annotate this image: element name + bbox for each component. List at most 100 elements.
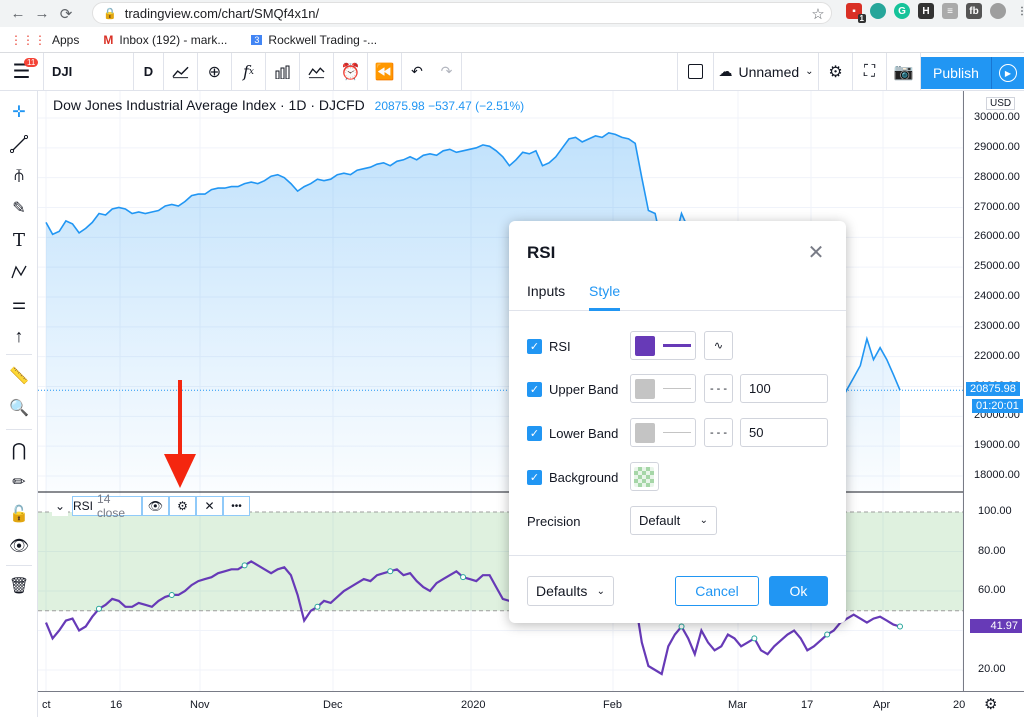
more-dots-icon[interactable]: ••• [223, 496, 250, 516]
close-icon[interactable]: ✕ [196, 496, 223, 516]
tab-style[interactable]: Style [589, 283, 621, 299]
bookmark-star-icon[interactable]: ☆ [811, 6, 825, 23]
lock-icon[interactable]: 🔓 [9, 506, 29, 523]
browser-toolbar: ← → ⟳ 🔒 tradingview.com/chart/SMQf4x1n/ … [0, 0, 1024, 27]
rsi-legend-title[interactable]: RSI 14 close [72, 492, 142, 520]
dashed-line-style-icon[interactable]: - - - [704, 418, 733, 447]
arrow-up-icon[interactable]: ↑ [14, 325, 24, 346]
tab-inputs[interactable]: Inputs [527, 283, 566, 299]
replay-icon[interactable]: ⏪ [368, 52, 402, 91]
pattern-icon[interactable] [4, 257, 34, 287]
price-tick-label: 24000.00 [974, 290, 1020, 302]
settings-gear-icon[interactable]: ⚙ [819, 52, 853, 91]
price-tick-label: 27000.00 [974, 200, 1020, 213]
eye-icon[interactable]: 👁 [8, 538, 30, 555]
extension-icon-teal[interactable] [870, 3, 886, 19]
currency-label[interactable]: USD [986, 97, 1016, 110]
grammarly-icon[interactable]: G [894, 3, 910, 19]
address-bar[interactable]: 🔒 tradingview.com/chart/SMQf4x1n/ [92, 2, 832, 24]
extension-icon-fb[interactable]: fb [966, 3, 982, 19]
fullscreen-icon[interactable]: ⛶ [853, 52, 887, 91]
gear-icon[interactable]: ⚙ [169, 496, 196, 516]
rsi-row-label: RSI [549, 339, 571, 354]
rsi-data-point [241, 562, 248, 569]
chart-legend-title: Dow Jones Industrial Average Index · 1D … [53, 97, 524, 113]
chart-type-icon[interactable] [164, 52, 198, 91]
brush-icon[interactable]: ✎ [12, 200, 26, 217]
rsi-checkbox[interactable]: ✓ [527, 339, 542, 354]
ruler-icon[interactable]: 📏 [9, 368, 29, 385]
symbol-search[interactable]: DJI [44, 52, 134, 91]
dialog-title: RSI [527, 243, 556, 262]
upper-band-value-input[interactable]: 100 [740, 374, 828, 403]
cancel-button[interactable]: Cancel [675, 576, 759, 606]
play-icon[interactable]: ▶ [991, 57, 1024, 89]
crosshair-icon[interactable]: ✛ [12, 104, 26, 121]
background-color-picker[interactable] [630, 462, 659, 491]
bookmark-inbox[interactable]: M Inbox (192) - mark... [103, 33, 227, 47]
bookmark-rockwell[interactable]: 3 Rockwell Trading -... [251, 33, 377, 47]
apps-grid-icon: ⋮⋮⋮ [10, 32, 46, 47]
fullscreen-square-icon[interactable] [678, 52, 714, 91]
text-tool-icon[interactable]: T [12, 229, 25, 251]
extension-icon-h[interactable]: H [918, 3, 934, 19]
dashed-line-style-icon[interactable]: - - - [704, 374, 733, 403]
rsi-tick-label: 60.00 [978, 584, 1006, 596]
line-style-wave-icon[interactable]: ∿ [704, 331, 733, 360]
background-label: Background [549, 470, 619, 485]
trend-line-icon[interactable] [4, 129, 34, 159]
lower-band-value-input[interactable]: 50 [740, 418, 828, 447]
time-tick-label: Apr [873, 699, 891, 711]
templates-icon[interactable] [300, 52, 334, 91]
magnet-icon[interactable]: ⋂ [11, 439, 27, 460]
axis-settings-gear-icon[interactable]: ⚙ [984, 696, 998, 713]
alert-clock-icon[interactable]: ⏰ [334, 52, 368, 91]
interval-button[interactable]: D [134, 52, 164, 91]
price-axis[interactable]: USD 30000.00 29000.00 28000.00 27000.00 2600… [963, 91, 1024, 691]
price-tick-label: 18000.00 [974, 469, 1020, 481]
undo-icon[interactable]: ↶ [411, 63, 423, 79]
reload-icon[interactable]: ⟳ [59, 5, 73, 23]
time-tick-label: ct [42, 699, 51, 711]
upper-band-checkbox[interactable]: ✓ [527, 382, 542, 397]
background-checkbox[interactable]: ✓ [527, 470, 542, 485]
trash-icon[interactable]: 🗑 [8, 578, 30, 595]
zoom-in-icon[interactable]: 🔍 [9, 400, 29, 417]
back-icon[interactable]: ← [10, 5, 26, 22]
pitchfork-icon[interactable]: ⫚ [14, 167, 24, 184]
more-menu-icon[interactable]: ⋮ [1017, 5, 1024, 17]
upper-band-label: Upper Band [549, 382, 619, 397]
rsi-legend-label: RSI [73, 499, 94, 513]
financials-icon[interactable] [266, 52, 300, 91]
extension-icon-red[interactable]: ▪ 1 [846, 3, 866, 23]
compare-icon[interactable]: ⊕ [198, 52, 232, 91]
profile-avatar[interactable] [990, 3, 1006, 19]
layout-name-dropdown[interactable]: ☁ Unnamed ⌄ [714, 52, 819, 91]
time-tick-label: Feb [603, 699, 622, 711]
time-axis[interactable]: ct 16 Nov Dec 2020 Feb Mar 17 Apr 20 ⚙ [38, 691, 1024, 717]
rsi-color-picker[interactable] [630, 331, 696, 360]
redo-icon[interactable]: ↷ [432, 52, 462, 91]
collapse-chevron-icon[interactable]: ⌄ [52, 496, 68, 516]
rsi-color-swatch [635, 335, 655, 356]
close-icon[interactable]: ✕ [807, 241, 825, 264]
extension-icon-grey[interactable]: ≡ [942, 3, 958, 19]
publish-button[interactable]: Publish [921, 57, 991, 89]
prediction-icon[interactable]: ⚌ [11, 296, 27, 313]
rsi-line-series [44, 560, 901, 676]
defaults-dropdown[interactable]: Defaults ⌄ [527, 576, 614, 606]
bookmarks-bar: ⋮⋮⋮ Apps M Inbox (192) - mark... 3 Rockw… [0, 27, 1024, 53]
eye-icon[interactable]: 👁 [142, 496, 169, 516]
upper-band-color-picker[interactable] [630, 374, 696, 403]
ok-button[interactable]: Ok [769, 576, 828, 606]
forward-icon[interactable]: → [34, 5, 50, 22]
precision-select[interactable]: Default ⌄ [630, 506, 717, 535]
snapshot-camera-icon[interactable]: 📷 [887, 52, 921, 91]
lower-band-label: Lower Band [549, 426, 619, 441]
stay-drawing-icon[interactable]: ✏ [12, 474, 26, 491]
lower-band-checkbox[interactable]: ✓ [527, 426, 542, 441]
lower-band-color-picker[interactable] [630, 418, 696, 447]
main-menu-button[interactable]: ☰ 11 [0, 52, 44, 91]
bookmark-apps[interactable]: ⋮⋮⋮ Apps [10, 33, 79, 47]
